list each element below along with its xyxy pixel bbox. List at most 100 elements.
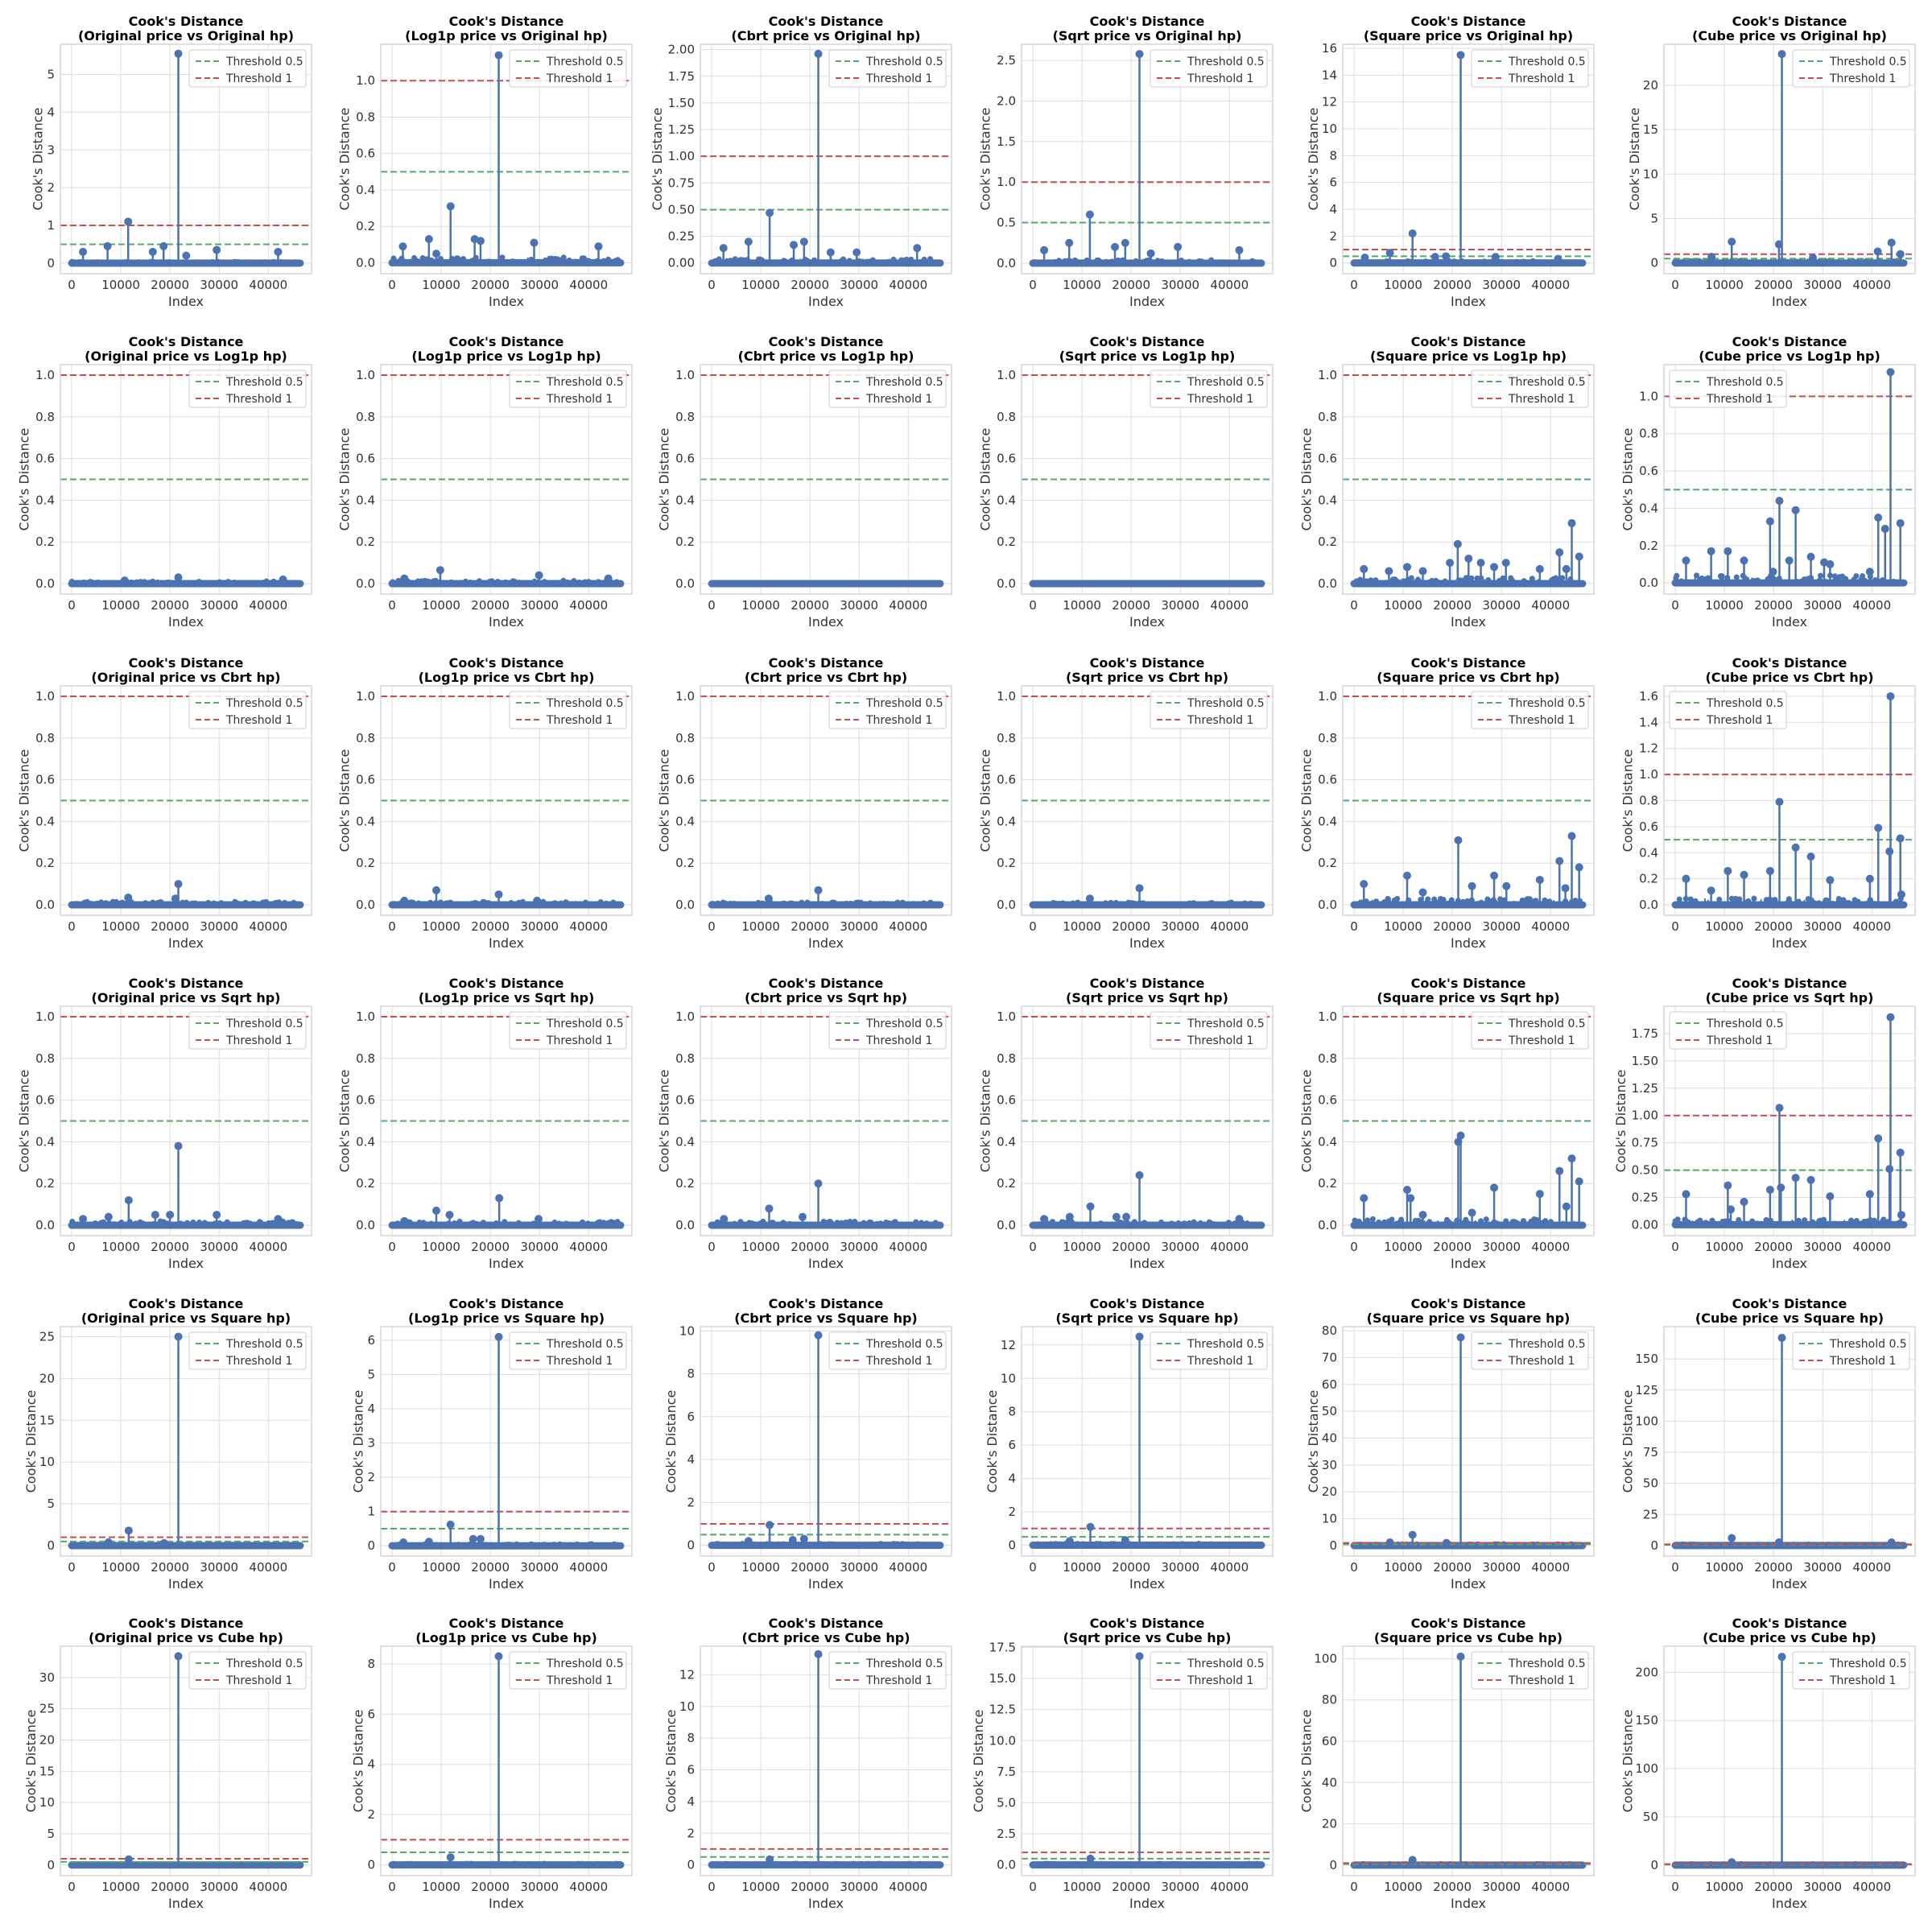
noise-marker bbox=[142, 1861, 148, 1868]
y-axis-label: Cook's Distance bbox=[1620, 1390, 1636, 1493]
legend-label: Threshold 1 bbox=[1508, 714, 1575, 727]
noise-marker bbox=[154, 900, 160, 906]
noise-marker bbox=[914, 1541, 921, 1547]
stem-marker bbox=[431, 1206, 440, 1215]
noise-marker bbox=[1835, 895, 1842, 902]
noise-marker bbox=[1356, 1218, 1362, 1224]
y-tick-label: 1.0 bbox=[1639, 389, 1658, 403]
subplot-1: Cook's Distance(Original price vs Origin… bbox=[31, 14, 312, 309]
noise-marker bbox=[552, 255, 559, 262]
x-tick-label: 40000 bbox=[1531, 919, 1570, 934]
stem-marker bbox=[1135, 1652, 1144, 1661]
axes-frame bbox=[1021, 43, 1274, 275]
subplot-24: Cook's Distance(Cube price vs Sqrt hp)0 1… bbox=[1613, 976, 1916, 1271]
y-tick-label: 2.0 bbox=[997, 93, 1016, 108]
noise-marker bbox=[747, 901, 753, 907]
stem-marker bbox=[1535, 875, 1544, 884]
stem-marker bbox=[1442, 1538, 1451, 1547]
noise-marker bbox=[150, 899, 156, 906]
axes-frame bbox=[1663, 364, 1916, 595]
stem-marker bbox=[1135, 1170, 1144, 1179]
x-tick-label: 20000 bbox=[1754, 919, 1793, 934]
stem-marker bbox=[1682, 556, 1690, 565]
axes-frame bbox=[1663, 43, 1916, 275]
noise-marker bbox=[1514, 1220, 1521, 1226]
noise-marker bbox=[224, 1219, 230, 1225]
subplot-31: Cook's Distance(Original price vs Cube h… bbox=[23, 1616, 312, 1911]
stem-marker bbox=[1468, 1208, 1476, 1217]
noise-marker bbox=[167, 259, 174, 266]
y-tick-label: 4 bbox=[687, 1452, 695, 1467]
stem-marker bbox=[174, 1141, 183, 1150]
y-tick-label: 1.0 bbox=[356, 368, 375, 382]
noise-marker bbox=[394, 1220, 401, 1227]
noise-marker bbox=[1673, 575, 1679, 581]
noise-marker bbox=[543, 257, 549, 263]
x-tick-label: 40000 bbox=[889, 919, 927, 934]
noise-marker bbox=[834, 1220, 840, 1226]
y-axis-label: Cook's Distance bbox=[657, 749, 672, 852]
x-tick-label: 10000 bbox=[741, 919, 780, 934]
y-tick-label: 100 bbox=[1314, 1651, 1337, 1666]
noise-marker bbox=[427, 899, 434, 906]
noise-marker bbox=[1085, 580, 1092, 586]
y-tick-label: 1.25 bbox=[1632, 1081, 1658, 1096]
x-tick-label: 10000 bbox=[101, 1240, 140, 1254]
axes-frame bbox=[700, 1645, 952, 1876]
subplot-subtitle: (Log1p price vs Cbrt hp) bbox=[419, 670, 595, 685]
stem-marker bbox=[1402, 1186, 1411, 1194]
noise-marker bbox=[751, 1541, 758, 1547]
noise-marker bbox=[1069, 901, 1075, 907]
subplot-3: Cook's Distance(Cbrt price vs Original h… bbox=[650, 14, 952, 309]
y-tick-label: 0 bbox=[687, 1538, 695, 1553]
y-tick-label: 0.4 bbox=[1639, 845, 1658, 860]
noise-marker bbox=[907, 1542, 914, 1548]
stem-marker bbox=[424, 1538, 433, 1546]
noise-marker bbox=[541, 1542, 547, 1548]
x-tick-label: 0 bbox=[388, 919, 396, 934]
noise-marker bbox=[723, 1860, 729, 1867]
subplot-subtitle: (Cbrt price vs Cube hp) bbox=[741, 1630, 910, 1645]
noise-marker bbox=[1823, 897, 1829, 903]
plot-area bbox=[1343, 1333, 1594, 1550]
noise-marker bbox=[178, 1220, 184, 1227]
x-tick-label: 10000 bbox=[422, 1560, 460, 1575]
subplot-7: Cook's Distance(Original price vs Log1p … bbox=[17, 334, 312, 630]
stem-marker bbox=[913, 244, 922, 253]
y-tick-label: 0.2 bbox=[35, 856, 55, 870]
x-tick-label: 10000 bbox=[1384, 1880, 1422, 1894]
x-axis-label: Index bbox=[1451, 1896, 1486, 1911]
noise-marker bbox=[168, 901, 175, 907]
axes-frame bbox=[1342, 685, 1595, 916]
stem-marker bbox=[594, 242, 603, 251]
y-tick-label: 1.0 bbox=[675, 368, 695, 382]
legend-label: Threshold 1 bbox=[546, 1674, 613, 1687]
y-tick-label: 0.0 bbox=[997, 576, 1016, 591]
y-tick-label: 1.5 bbox=[997, 134, 1016, 149]
y-tick-label: 0.2 bbox=[1639, 539, 1658, 553]
stem-marker bbox=[1121, 238, 1129, 247]
x-tick-label: 30000 bbox=[1482, 598, 1521, 613]
noise-marker bbox=[1181, 1220, 1187, 1227]
noise-marker bbox=[102, 1861, 109, 1868]
stem-marker bbox=[1360, 1194, 1368, 1203]
stem-marker bbox=[1065, 238, 1074, 247]
y-tick-label: 15.0 bbox=[989, 1671, 1016, 1686]
noise-marker bbox=[858, 1860, 865, 1867]
noise-marker bbox=[1870, 1542, 1876, 1548]
subplot-18: Cook's Distance(Cube price vs Cbrt hp)0 1… bbox=[1620, 655, 1916, 951]
noise-marker bbox=[1084, 257, 1090, 263]
noise-marker bbox=[724, 258, 730, 264]
y-tick-label: 4 bbox=[367, 1402, 375, 1416]
noise-marker bbox=[474, 902, 481, 908]
noise-marker bbox=[1675, 1220, 1682, 1227]
y-tick-label: 2 bbox=[1008, 1505, 1016, 1519]
stem-marker bbox=[1874, 1134, 1883, 1143]
stem-marker bbox=[1065, 1537, 1074, 1546]
noise-marker bbox=[1795, 1217, 1802, 1224]
noise-marker bbox=[232, 1862, 238, 1868]
